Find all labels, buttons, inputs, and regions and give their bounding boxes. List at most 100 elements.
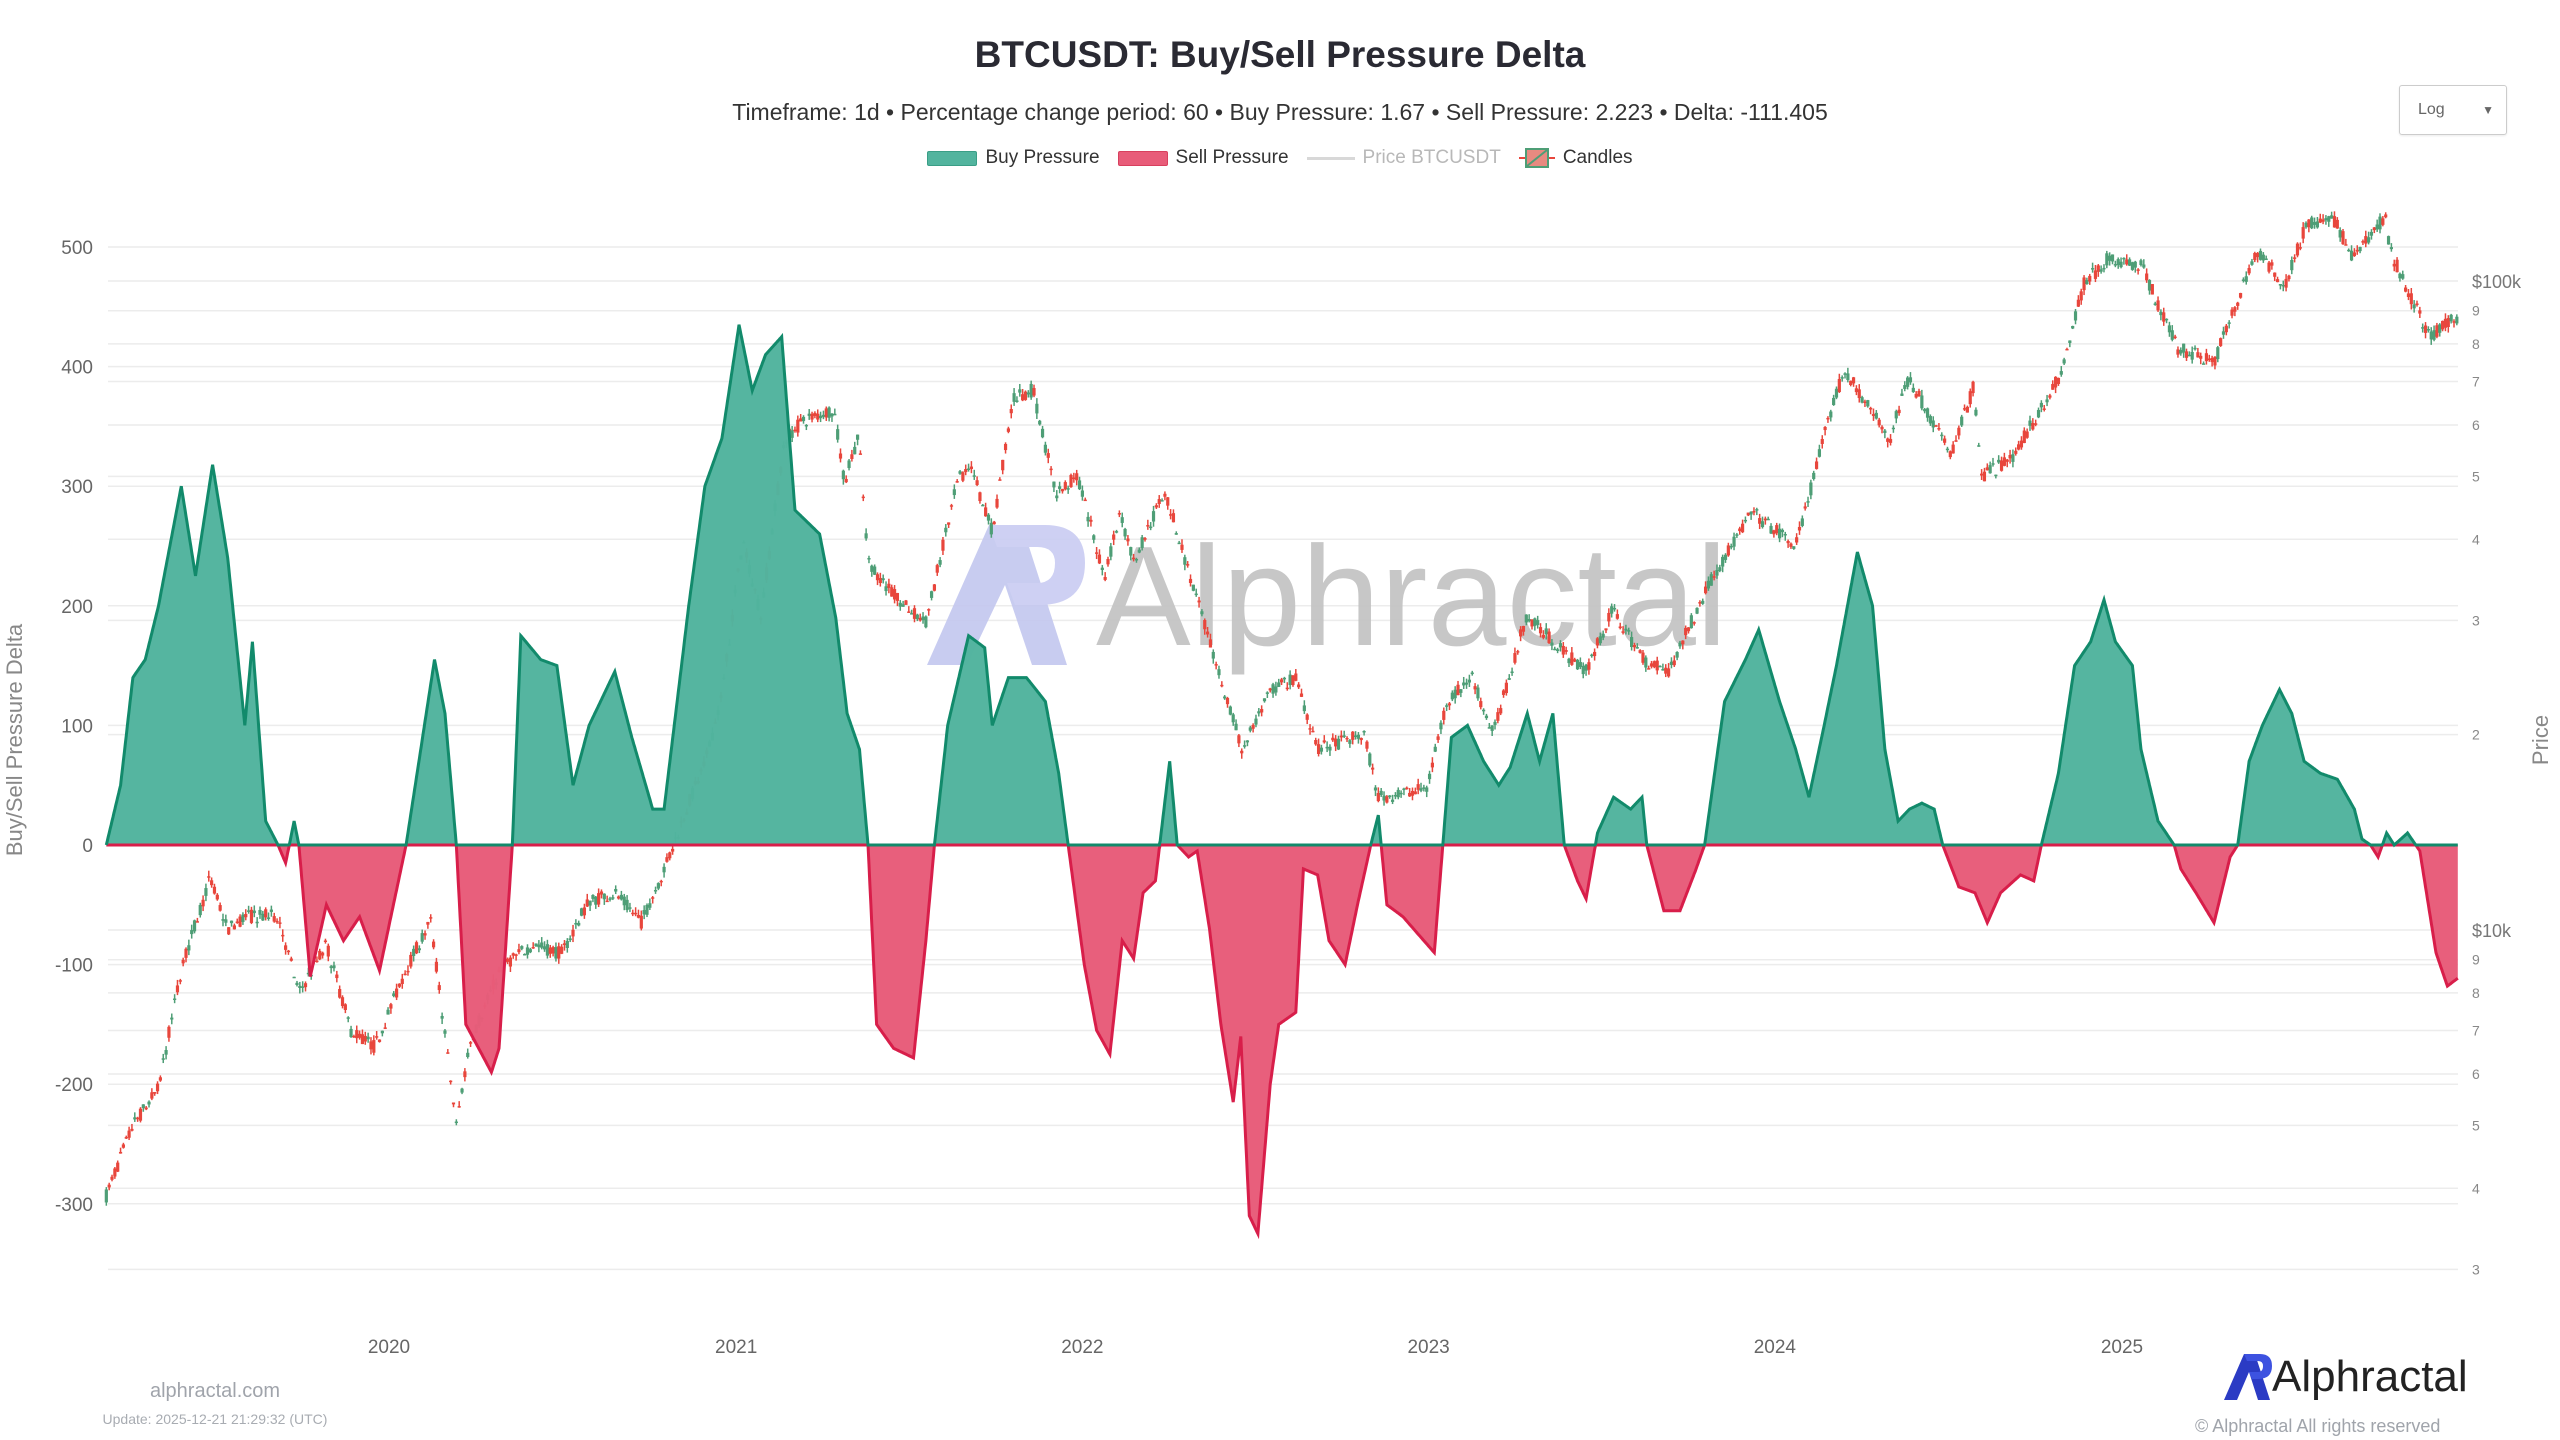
candle bbox=[1160, 500, 1164, 502]
candle bbox=[1257, 711, 1261, 714]
candle bbox=[1809, 482, 1813, 496]
candles-icon bbox=[1518, 148, 1555, 168]
candle bbox=[2093, 270, 2098, 279]
candle bbox=[127, 1130, 131, 1138]
candle bbox=[2284, 278, 2288, 288]
candle bbox=[1888, 438, 1893, 443]
candle bbox=[2005, 459, 2009, 462]
candle bbox=[1732, 536, 1736, 547]
candle bbox=[850, 454, 854, 459]
candle bbox=[2389, 247, 2393, 250]
candle bbox=[1462, 682, 1466, 686]
candle bbox=[1288, 674, 1292, 686]
candle bbox=[1482, 709, 1486, 712]
candle bbox=[1035, 403, 1039, 414]
candle bbox=[659, 880, 663, 883]
candle bbox=[1820, 438, 1824, 444]
candle bbox=[1214, 664, 1218, 666]
candle bbox=[1954, 440, 1958, 442]
y2-tick-label: 7 bbox=[2472, 1023, 2480, 1039]
candle bbox=[224, 919, 228, 923]
candle bbox=[562, 943, 567, 946]
candle bbox=[366, 1036, 370, 1040]
legend-item-candles[interactable]: Candles bbox=[1518, 146, 1633, 170]
candle bbox=[1174, 533, 1178, 535]
candle bbox=[463, 1071, 467, 1078]
y2-tick-label: 5 bbox=[2472, 468, 2480, 484]
y-tick-label: 500 bbox=[61, 238, 93, 259]
y2-tick-label: 4 bbox=[2472, 1180, 2480, 1196]
price-swatch bbox=[1306, 156, 1355, 160]
candle bbox=[315, 960, 319, 963]
candle bbox=[420, 933, 424, 942]
candle bbox=[2335, 219, 2339, 229]
candle bbox=[207, 876, 211, 878]
legend-item-price[interactable]: Price BTCUSDT bbox=[1306, 147, 1501, 169]
candle bbox=[1413, 791, 1417, 795]
candle bbox=[1021, 394, 1025, 401]
candle bbox=[2349, 250, 2354, 261]
buy-pressure-area bbox=[106, 324, 2458, 845]
candle bbox=[1957, 427, 1961, 436]
candle bbox=[238, 916, 242, 927]
candle bbox=[201, 899, 205, 907]
candle bbox=[2130, 262, 2135, 270]
candle bbox=[1928, 416, 1932, 424]
candle bbox=[2267, 262, 2271, 272]
candle bbox=[1419, 788, 1423, 791]
candle bbox=[1146, 525, 1150, 527]
candle bbox=[1018, 389, 1022, 393]
candle bbox=[178, 980, 182, 982]
candle bbox=[138, 1108, 143, 1121]
candle bbox=[2398, 273, 2402, 279]
legend-label: Price BTCUSDT bbox=[1362, 147, 1501, 168]
legend-item-buy-pressure[interactable]: Buy Pressure bbox=[927, 147, 1100, 169]
candle bbox=[1869, 407, 1873, 410]
candle bbox=[625, 899, 629, 911]
watermark-text: Alphractal bbox=[1096, 517, 1727, 676]
candle bbox=[847, 460, 851, 469]
candle bbox=[1120, 517, 1124, 523]
x-tick-label: 2024 bbox=[1754, 1337, 1797, 1358]
candle bbox=[1496, 712, 1500, 721]
candle bbox=[2281, 284, 2285, 287]
candle bbox=[830, 413, 834, 417]
candle bbox=[1277, 682, 1281, 687]
candle bbox=[414, 942, 419, 954]
candle bbox=[824, 408, 828, 418]
candle bbox=[1894, 411, 1898, 419]
candle bbox=[1772, 530, 1776, 535]
candle bbox=[929, 591, 934, 598]
candle bbox=[2147, 280, 2152, 291]
candle bbox=[1379, 790, 1383, 796]
candle bbox=[668, 852, 672, 859]
candle bbox=[2122, 257, 2126, 260]
candle bbox=[1405, 787, 1409, 790]
candle bbox=[1302, 705, 1306, 712]
candle bbox=[881, 578, 885, 581]
candle bbox=[1211, 651, 1215, 659]
candle bbox=[545, 944, 550, 956]
candle bbox=[1991, 463, 1995, 465]
y-axis-title: Buy/Sell Pressure Delta bbox=[2, 623, 27, 856]
candle bbox=[1624, 628, 1628, 631]
scale-dropdown[interactable]: Log ▼ bbox=[2399, 85, 2507, 135]
site-link[interactable]: alphractal.com bbox=[149, 1380, 281, 1402]
candle bbox=[1655, 660, 1659, 671]
candle bbox=[1262, 698, 1267, 702]
candle bbox=[1584, 664, 1588, 671]
candle bbox=[1092, 535, 1096, 540]
candle bbox=[514, 954, 518, 956]
x-tick-label: 2021 bbox=[715, 1337, 757, 1358]
candle bbox=[2338, 230, 2342, 238]
candle bbox=[1755, 509, 1759, 511]
candle bbox=[645, 904, 649, 915]
candle bbox=[2275, 279, 2280, 283]
legend-item-sell-pressure[interactable]: Sell Pressure bbox=[1117, 147, 1289, 169]
candle bbox=[2452, 321, 2456, 323]
candle bbox=[2352, 252, 2356, 257]
candle bbox=[2196, 352, 2200, 358]
candle bbox=[369, 1041, 373, 1050]
candle bbox=[998, 479, 1002, 481]
candle bbox=[1473, 686, 1477, 690]
